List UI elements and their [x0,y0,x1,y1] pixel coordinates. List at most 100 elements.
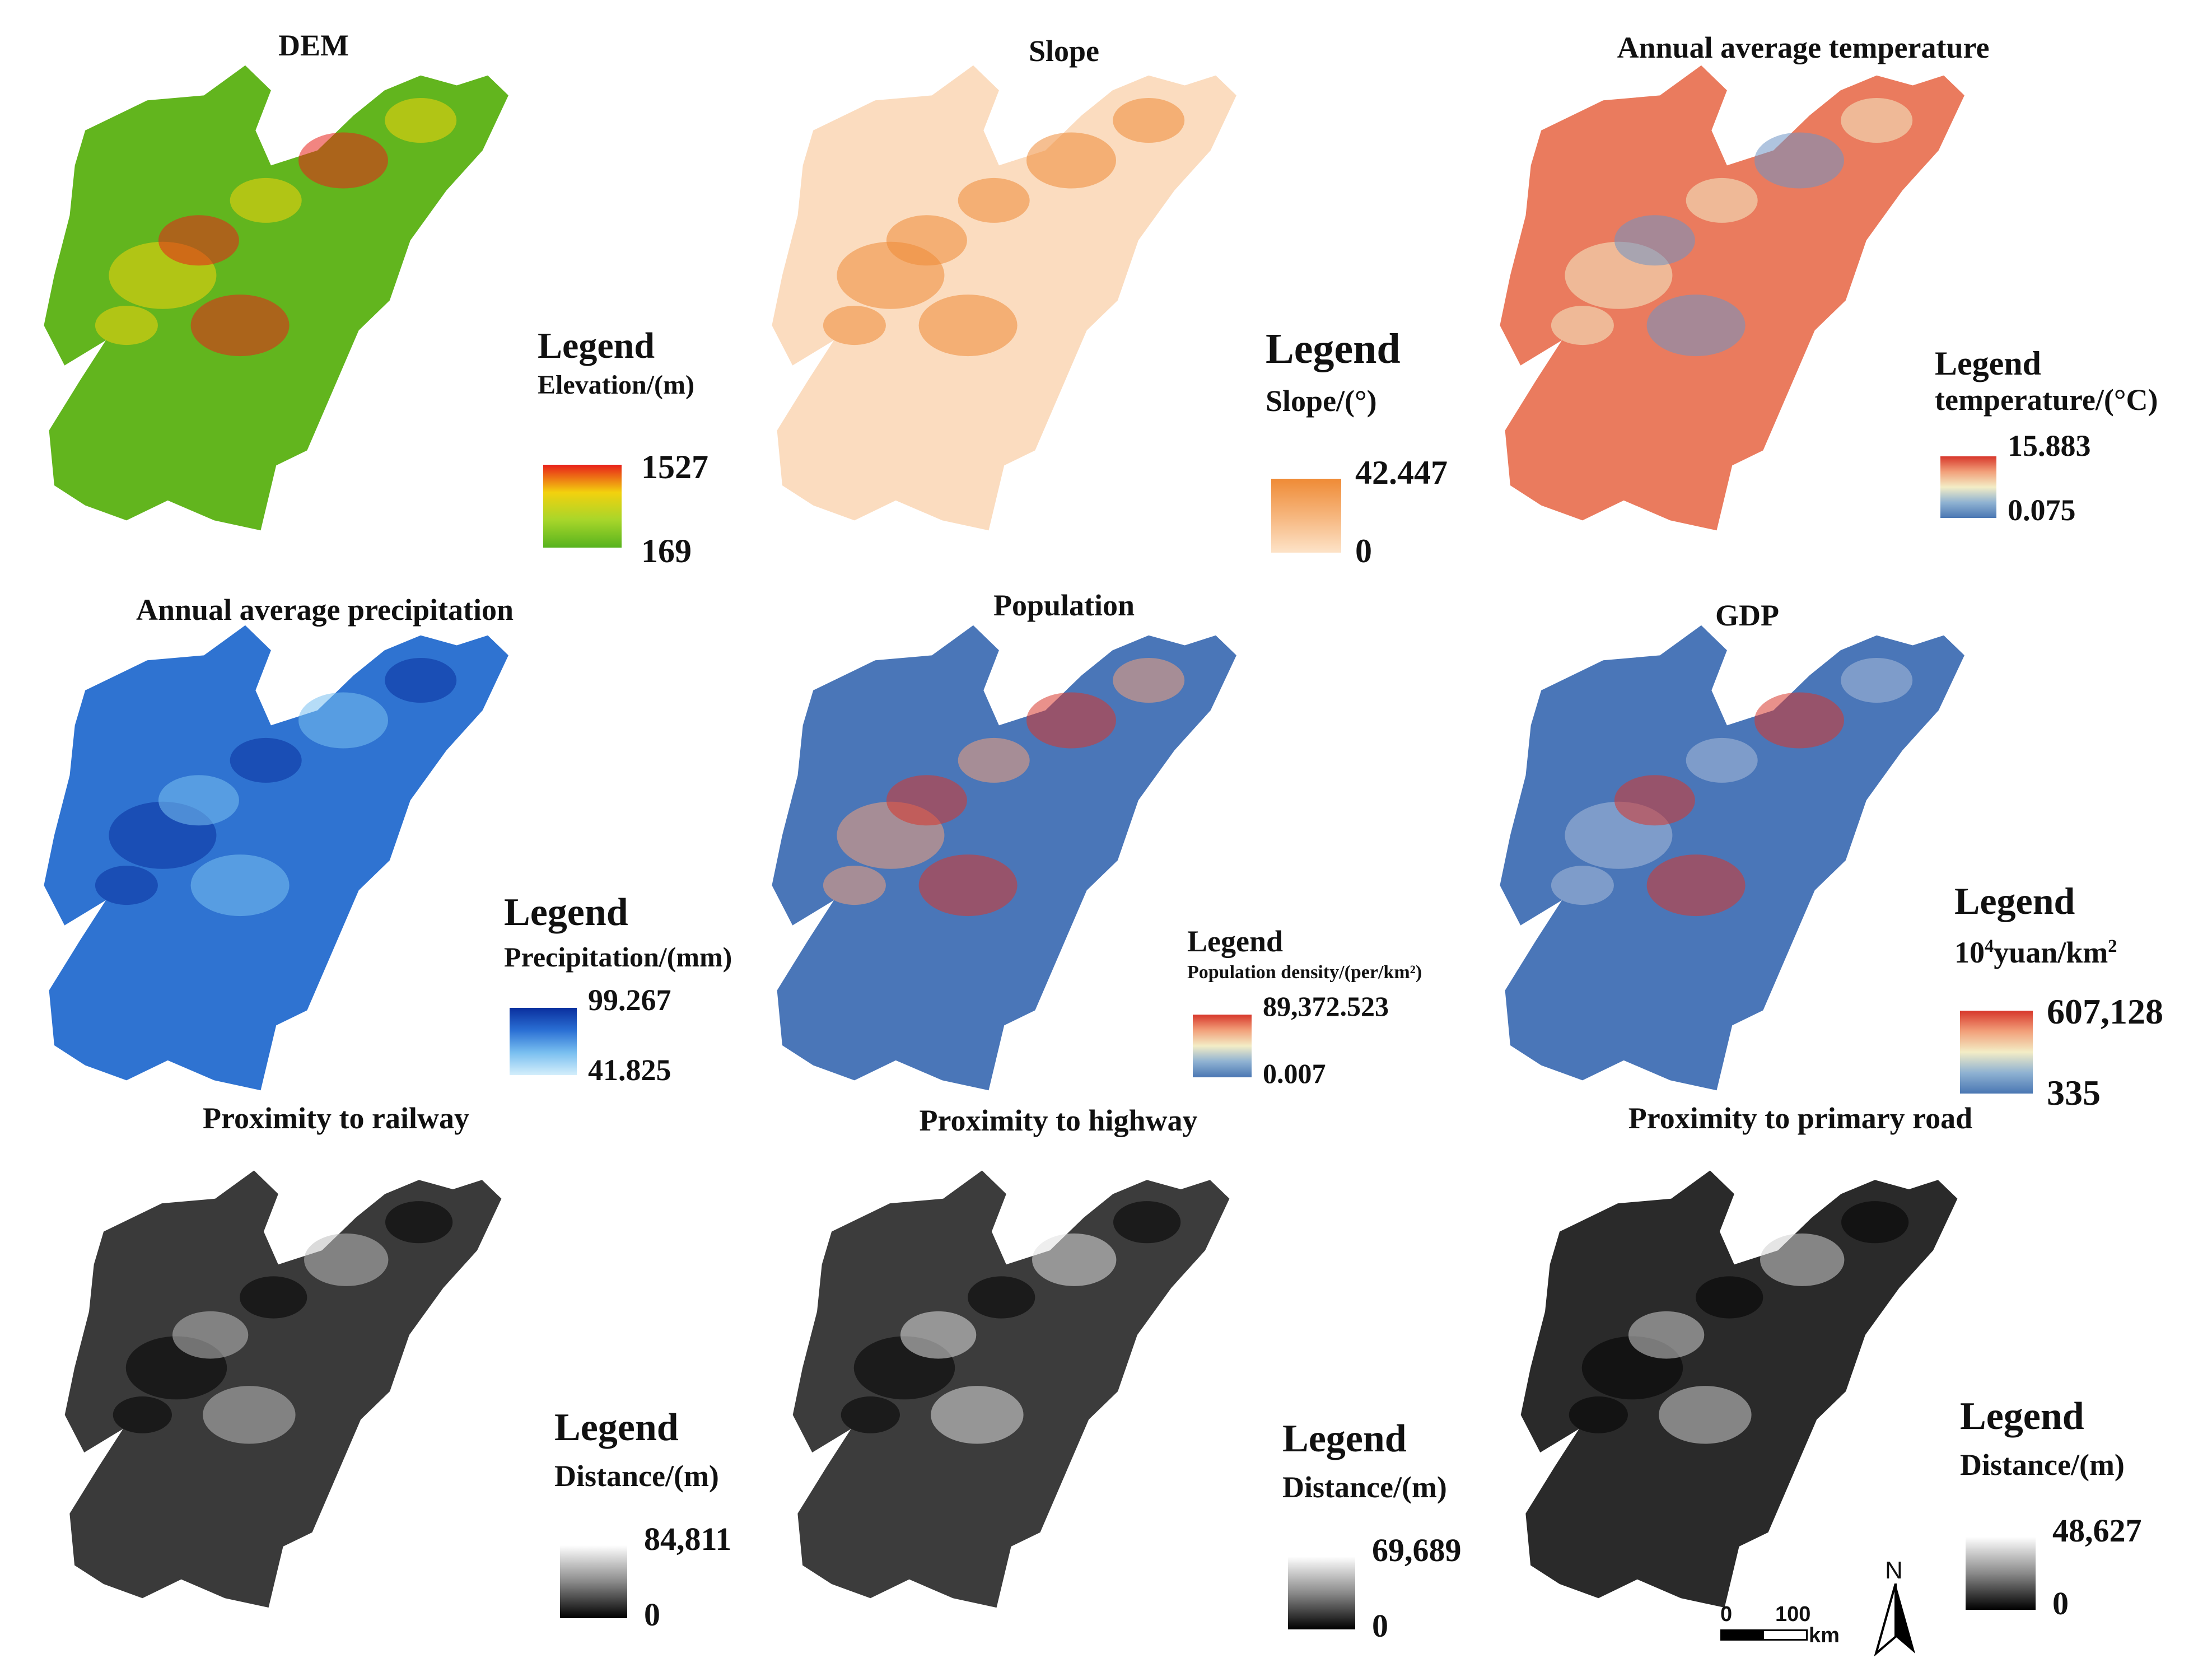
legend-heading: Legend [1266,325,1401,372]
map-texture [900,1311,977,1359]
map-texture [230,737,302,783]
legend-unit: 104yuan/km2 [1954,935,2117,970]
map-texture [113,1396,172,1433]
legend-max-value: 42.447 [1355,454,1448,491]
legend-unit: Distance/(m) [554,1459,719,1493]
panel-title: Proximity to highway [919,1104,1198,1137]
map-texture [841,1396,900,1433]
map-texture [1569,1396,1628,1433]
legend-color-ramp [1940,456,1996,518]
map-population [772,625,1236,1091]
map-texture [158,215,239,266]
map-texture [1551,866,1614,905]
legend-max-value: 84,811 [644,1521,732,1557]
scale-bar-end: 100 [1775,1603,1811,1626]
legend-min-value: 0 [644,1596,660,1633]
legend-min-value: 0 [1372,1608,1388,1644]
map-texture [385,658,457,703]
map-texture [823,866,886,905]
map-texture [1113,658,1185,703]
map-texture [158,775,239,826]
map-texture [958,177,1030,223]
map-slope [772,65,1236,531]
legend: Legend Distance/(m) 69,689 0 [1282,1417,1478,1644]
legend-max-value: 15.883 [2008,429,2091,463]
map-texture [1032,1233,1117,1286]
unit-base: 10 [1954,936,1985,969]
map-texture [1841,658,1913,703]
legend: Legend Distance/(m) 84,811 0 [554,1405,750,1633]
legend: Legend Precipitation/(mm) 99.267 41.825 [504,890,750,1103]
legend-min-value: 0.075 [2008,493,2076,527]
panel-title: DEM [278,29,349,62]
map-texture [823,306,886,345]
legend-color-ramp [1288,1557,1355,1629]
legend-color-ramp [510,1008,577,1075]
panel-highway: Proximity to highway Legend Distance/(m)… [762,1081,1478,1644]
legend: Legend Elevation/(m) 1527 169 [538,325,750,569]
panel-title: GDP [1715,599,1779,632]
map-highway [792,1170,1230,1608]
map-texture [298,692,388,749]
map-texture [1646,854,1746,917]
legend-heading: Legend [1960,1395,2084,1438]
legend-max-value: 1527 [641,449,708,485]
legend-unit: Distance/(m) [1282,1470,1447,1504]
map-dem [44,65,508,531]
province-outline [792,1170,1230,1608]
legend-color-ramp [1960,1011,2033,1094]
map-texture [1551,306,1614,345]
map-texture [1026,692,1116,749]
map-texture [385,1201,453,1244]
map-texture [886,215,967,266]
map-texture [1841,1201,1909,1244]
legend-max-value: 89,372.523 [1263,991,1389,1022]
province-outline [772,65,1236,531]
legend: Legend 104yuan/km2 607,128 335 [1954,879,2206,1114]
unit-exponent-2: 2 [2108,936,2117,956]
map-texture [1754,692,1844,749]
province-outline [64,1170,502,1608]
panel-title: Population [993,588,1135,622]
legend: Legend Population density/(per/km²) 89,3… [1187,924,1478,1109]
map-texture [230,177,302,223]
map-texture [1686,177,1758,223]
legend-max-value: 607,128 [2047,992,2163,1031]
panel-title: Proximity to railway [203,1101,469,1135]
legend: Legend Distance/(m) 48,627 0 [1960,1394,2206,1629]
scale-bar-start: 0 [1720,1603,1733,1626]
map-texture [1659,1386,1752,1444]
unit-exponent: 4 [1985,936,1994,956]
legend-min-value: 0.007 [1263,1058,1326,1089]
legend-color-ramp [1966,1537,2036,1610]
legend-min-value: 0 [1355,532,1372,569]
scale-bar-graphic [1720,1629,1808,1641]
map-texture [1646,295,1746,357]
province-outline [1500,65,1964,531]
map-texture [958,737,1030,783]
province-outline [44,65,508,531]
panel-railway: Proximity to railway Legend Distance/(m)… [34,1081,750,1641]
legend-unit: temperature/(°C) [1935,383,2158,417]
legend-min-value: 41.825 [588,1053,671,1087]
map-texture [918,854,1018,917]
legend-unit: Slope/(°) [1266,384,1377,418]
legend-color-ramp [1193,1015,1252,1077]
legend-unit: Precipitation/(mm) [504,941,732,973]
panel-population: Population Legend Population density/(pe… [762,582,1478,1109]
panel-gdp: GDP Legend 104yuan/km2 607,128 335 [1490,582,2206,1113]
map-temperature [1500,65,1964,531]
legend-heading: Legend [554,1406,679,1449]
map-texture [95,866,158,905]
map-texture [95,306,158,345]
map-texture [918,295,1018,357]
panel-title: Annual average precipitation [136,593,514,627]
map-texture [190,295,290,357]
map-texture [886,775,967,826]
map-texture [1841,98,1913,143]
legend-unit: Population density/(per/km²) [1187,962,1422,983]
legend-min-value: 335 [2047,1073,2101,1113]
legend-min-value: 0 [2052,1585,2069,1622]
panel-title: Proximity to primary road [1628,1101,1973,1135]
map-texture [190,854,290,917]
